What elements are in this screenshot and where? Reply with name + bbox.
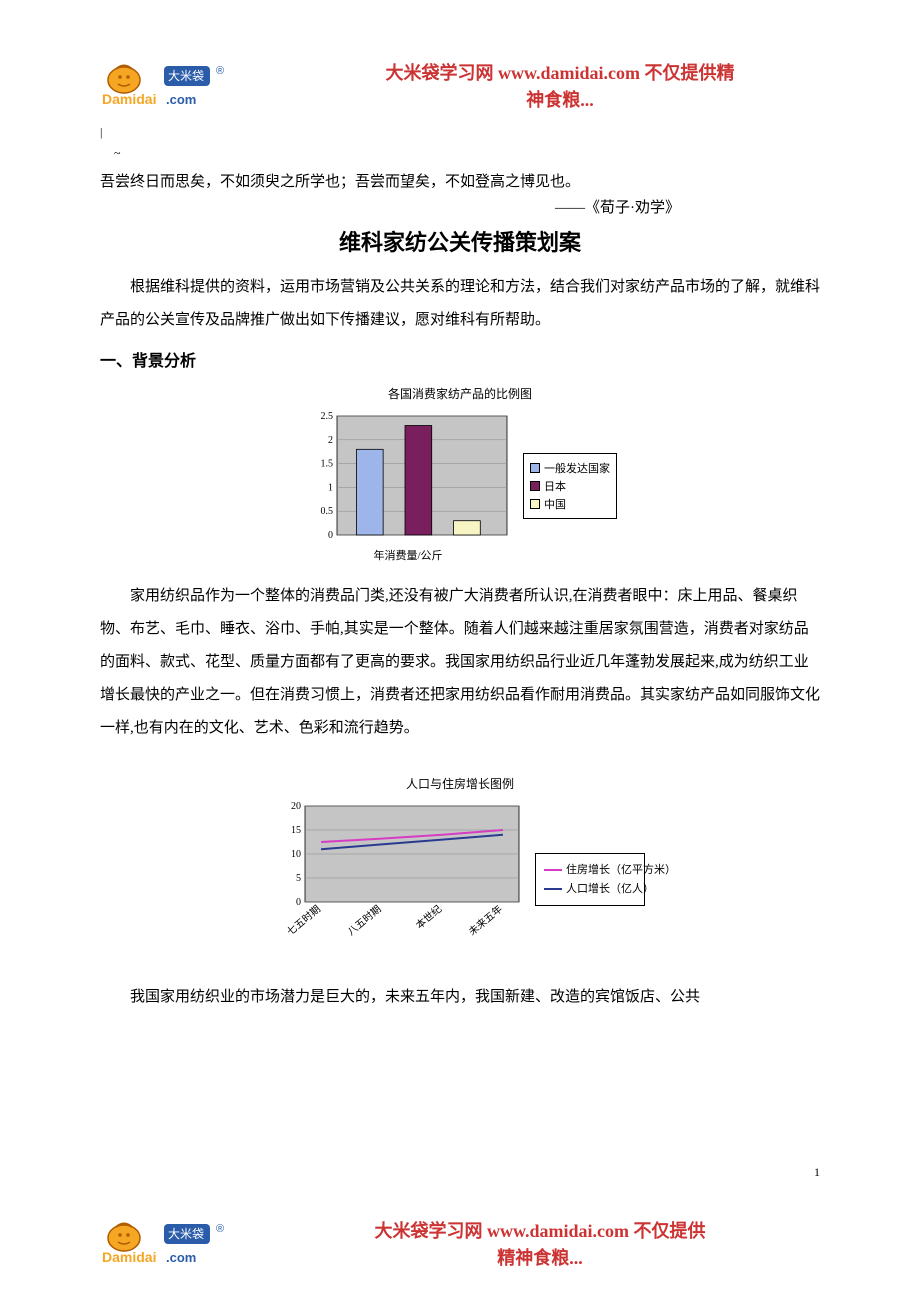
chart-1-title: 各国消费家纺产品的比例图	[100, 385, 820, 402]
legend-label-0: 一般发达国家	[544, 460, 610, 476]
footer-site-name: 大米袋学习网	[374, 1221, 482, 1241]
tagline-2: 神食粮...	[526, 90, 594, 110]
svg-text:2.5: 2.5	[321, 411, 334, 422]
svg-text:本世纪: 本世纪	[413, 902, 444, 931]
legend-row: 日本	[530, 478, 610, 494]
svg-text:2: 2	[328, 434, 333, 445]
quote-text: 吾尝终日而思矣，不如须臾之所学也；吾尝而望矣，不如登高之博见也。	[100, 170, 820, 194]
chart-1-plot: 0 0.5 1 1.5 2 2.5 年消费量/公斤	[303, 410, 513, 563]
svg-text:0.5: 0.5	[321, 506, 334, 517]
site-url: www.damidai.com	[498, 63, 640, 83]
svg-text:七五时期: 七五时期	[285, 903, 323, 938]
logo-svg: Damidai 大米袋 .com ®	[100, 60, 230, 110]
legend-row: 一般发达国家	[530, 460, 610, 476]
svg-text:八五时期: 八五时期	[345, 903, 383, 938]
legend-row: 人口增长（亿人）	[544, 881, 636, 898]
legend-row: 中国	[530, 496, 610, 512]
legend-line-1: 人口增长（亿人）	[566, 881, 636, 898]
cursor-mark-2: ~	[100, 145, 820, 162]
page-footer: Damidai 大米袋 .com ® 大米袋学习网 www.damidai.co…	[100, 1218, 820, 1272]
logo-badge: ®	[216, 65, 224, 77]
footer-tagline-2: 精神食粮...	[497, 1248, 583, 1268]
quote-source: ——《荀子·劝学》	[100, 196, 820, 217]
svg-text:大米袋: 大米袋	[168, 1227, 204, 1241]
legend-row: 住房增长（亿平方米）	[544, 862, 636, 879]
page-header: Damidai 大米袋 .com ® 大米袋学习网 www.damidai.co…	[100, 60, 820, 114]
chart-1-legend: 一般发达国家 日本 中国	[523, 453, 617, 519]
chart-2-plot: 0 5 10 15 20 七五时期八五时期 本世纪未来五年	[275, 800, 525, 960]
svg-text:20: 20	[291, 801, 301, 812]
legend-line-0: 住房增长（亿平方米）	[566, 862, 636, 879]
page-number: 1	[814, 1165, 820, 1180]
svg-text:15: 15	[291, 825, 301, 836]
footer-logo: Damidai 大米袋 .com ®	[100, 1218, 230, 1268]
svg-text:Damidai: Damidai	[102, 1249, 156, 1265]
chart-2-title: 人口与住房增长图例	[100, 775, 820, 792]
svg-text:未来五年: 未来五年	[466, 902, 505, 938]
logo-dom: .com	[166, 92, 196, 107]
chart-2-svg: 0 5 10 15 20 七五时期八五时期 本世纪未来五年	[275, 800, 525, 960]
tagline-1: 不仅提供精	[645, 63, 735, 83]
legend-label-1: 日本	[544, 478, 566, 494]
paragraph-2: 我国家用纺织业的市场潜力是巨大的，未来五年内，我国新建、改造的宾馆饭店、公共	[100, 981, 820, 1014]
chart-2-legend: 住房增长（亿平方米） 人口增长（亿人）	[535, 853, 645, 906]
footer-logo-svg: Damidai 大米袋 .com ®	[100, 1218, 230, 1268]
chart-1-block: 各国消费家纺产品的比例图 0 0.5 1 1.5 2 2.5 年消费量/公斤 一般发达国家…	[100, 385, 820, 564]
svg-text:10: 10	[291, 849, 301, 860]
svg-text:0: 0	[328, 530, 333, 541]
svg-text:®: ®	[216, 1223, 224, 1235]
chart-1-svg: 0 0.5 1 1.5 2 2.5	[303, 410, 513, 545]
footer-text: 大米袋学习网 www.damidai.com 不仅提供 精神食粮...	[260, 1218, 820, 1272]
footer-site-url: www.damidai.com	[487, 1221, 629, 1241]
legend-swatch-0	[530, 463, 540, 473]
svg-text:1.5: 1.5	[321, 458, 334, 469]
intro-paragraph: 根据维科提供的资料，运用市场营销及公共关系的理论和方法，结合我们对家纺产品市场的…	[100, 271, 820, 337]
chart-1-wrap: 0 0.5 1 1.5 2 2.5 年消费量/公斤 一般发达国家 日本 中国	[303, 410, 617, 563]
svg-text:0: 0	[296, 897, 301, 908]
chart-1-xlabel: 年消费量/公斤	[303, 547, 513, 563]
footer-tagline-1: 不仅提供	[634, 1221, 706, 1241]
cursor-mark-1: |	[100, 124, 820, 141]
line-swatch-1	[544, 888, 562, 890]
header-text: 大米袋学习网 www.damidai.com 不仅提供精 神食粮...	[260, 60, 820, 114]
svg-text:5: 5	[296, 873, 301, 884]
legend-swatch-2	[530, 499, 540, 509]
document-title: 维科家纺公关传播策划案	[100, 225, 820, 257]
page-container: Damidai 大米袋 .com ® 大米袋学习网 www.damidai.co…	[0, 0, 920, 1302]
legend-swatch-1	[530, 481, 540, 491]
logo-text-main: Damidai	[102, 91, 156, 107]
line-swatch-0	[544, 869, 562, 871]
paragraph-1: 家用纺织品作为一个整体的消费品门类,还没有被广大消费者所认识,在消费者眼中：床上…	[100, 580, 820, 745]
chart-2-block: 人口与住房增长图例 0 5 10 15 20 七五时期八五时期 本世纪未来五年 住房增长（亿…	[100, 775, 820, 965]
logo-text-sub: 大米袋	[168, 69, 204, 83]
svg-text:.com: .com	[166, 1250, 196, 1265]
legend-label-2: 中国	[544, 496, 566, 512]
logo: Damidai 大米袋 .com ®	[100, 60, 230, 110]
svg-text:1: 1	[328, 482, 333, 493]
section-1-heading: 一、背景分析	[100, 347, 820, 371]
chart-2-wrap: 0 5 10 15 20 七五时期八五时期 本世纪未来五年 住房增长（亿平方米） 人口增长（…	[275, 800, 645, 960]
site-name: 大米袋学习网	[385, 63, 493, 83]
